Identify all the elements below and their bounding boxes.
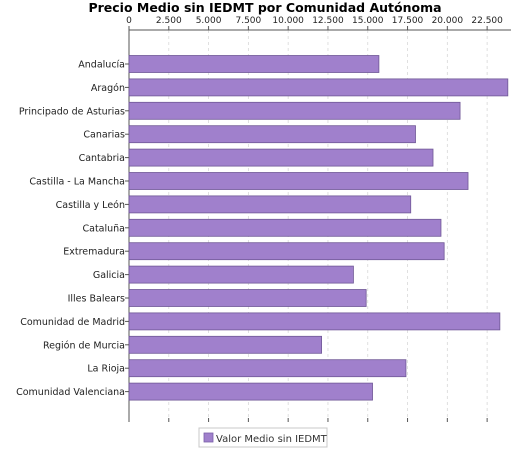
bar	[128, 195, 412, 214]
plot-area: 0 2.500 5.000 7.500 10.000 12.500 15.000 17.500…	[16, 16, 511, 422]
x-tick-label: 22.500	[471, 16, 503, 26]
legend-swatch	[203, 432, 214, 443]
bar	[128, 382, 373, 401]
x-tick-label: 0	[126, 16, 132, 26]
bar	[128, 359, 407, 378]
category-label: Castilla - La Mancha	[29, 177, 125, 188]
legend-box	[198, 427, 328, 448]
category-label: La Rioja	[87, 364, 125, 375]
chart-title: Precio Medio sin IEDMT por Comunidad Aut…	[88, 0, 441, 15]
x-tick-label: 20.000	[432, 16, 464, 26]
category-label: Extremadura	[63, 247, 125, 258]
category-label: Comunidad Valenciana	[16, 387, 125, 398]
category-label: Cataluña	[82, 223, 125, 234]
bar	[128, 101, 461, 120]
category-label: Castilla y León	[56, 200, 125, 211]
bar	[128, 148, 434, 167]
category-label: Andalucía	[78, 60, 125, 71]
bar	[128, 218, 442, 237]
x-tick-label: 10.000	[272, 16, 304, 26]
category-label: Región de Murcia	[43, 340, 125, 351]
x-tick-label: 15.000	[352, 16, 384, 26]
bar	[128, 125, 416, 144]
legend: Valor Medio sin IEDMT	[198, 427, 328, 448]
x-tick-label: 2.500	[156, 16, 182, 26]
category-label: Cantabria	[79, 153, 125, 164]
x-tick-label: 17.500	[392, 16, 424, 26]
x-tick-label: 7.500	[235, 16, 261, 26]
category-label: Canarias	[83, 130, 125, 141]
bar	[128, 312, 501, 331]
bar	[128, 265, 354, 284]
bar	[128, 78, 509, 97]
category-label: Comunidad de Madrid	[20, 317, 125, 328]
bar	[128, 242, 445, 261]
bar	[128, 335, 322, 354]
category-label: Principado de Asturias	[19, 106, 125, 117]
bar	[128, 289, 367, 307]
legend-label: Valor Medio sin IEDMT	[216, 434, 328, 445]
category-label: Aragón	[91, 83, 125, 94]
bar	[128, 55, 380, 73]
x-tick-label: 5.000	[196, 16, 222, 26]
x-tick-label: 12.500	[312, 16, 344, 26]
category-label: Illes Balears	[68, 294, 125, 305]
category-label: Galicia	[93, 270, 125, 281]
bar	[128, 172, 469, 190]
